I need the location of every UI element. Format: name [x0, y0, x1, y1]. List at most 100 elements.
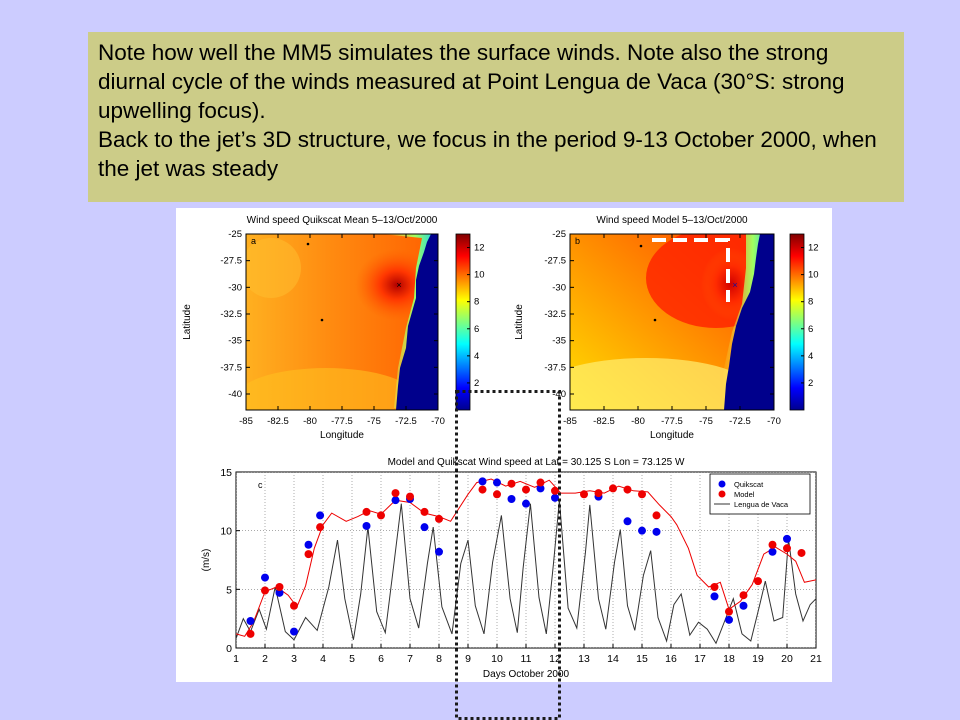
map-b-ytick-label: -30 — [552, 282, 566, 293]
model-point — [275, 582, 284, 591]
model-point — [609, 484, 617, 493]
map-a-title: Wind speed Quikscat Mean 5–13/Oct/2000 — [247, 215, 438, 226]
model-point — [246, 629, 255, 638]
quikscat-point — [710, 592, 719, 601]
map-b-ytick-label: -25 — [552, 229, 566, 240]
map-panel-a: Wind speed Quikscat Mean 5–13/Oct/2000 a… — [182, 215, 485, 441]
model-point — [536, 478, 545, 487]
quikscat-point — [768, 547, 777, 556]
model-point — [551, 486, 559, 495]
model-point — [420, 507, 429, 516]
ts-xtick-label: 1 — [233, 653, 239, 665]
model-point — [623, 485, 632, 494]
map-a-xtick-label: -85 — [239, 416, 253, 427]
model-point — [522, 485, 530, 494]
ts-xtick-label: 8 — [436, 653, 442, 665]
colorbar-b-tick-label: 4 — [808, 351, 813, 362]
model-point — [725, 607, 733, 616]
map-b-ytick-label: -35 — [552, 336, 566, 347]
map-a-ytick-label: -37.5 — [220, 362, 242, 373]
map-a-xtick-label: -75 — [367, 416, 381, 427]
map-b-field — [570, 234, 774, 410]
model-point — [261, 586, 269, 595]
quikscat-point — [362, 521, 371, 530]
quikscat-point — [551, 493, 559, 502]
ts-ytick-label: 0 — [226, 643, 232, 655]
model-point — [507, 479, 516, 488]
map-a-ytick-label: -35 — [228, 336, 242, 347]
ts-xtick-label: 19 — [752, 653, 764, 665]
model-point — [754, 577, 762, 586]
ts-xtick-label: 3 — [291, 653, 297, 665]
model-point — [768, 540, 777, 549]
map-b-xtick-label: -72.5 — [729, 416, 751, 427]
timeseries-panel-c: Model and Quikscat Wind speed at Lat = 3… — [201, 457, 822, 680]
caption-paragraph-1: Note how well the MM5 simulates the surf… — [98, 40, 845, 123]
figure-svg: Wind speed Quikscat Mean 5–13/Oct/2000 a… — [182, 215, 822, 680]
map-b-xtick-label: -77.5 — [661, 416, 683, 427]
quikscat-point — [507, 494, 516, 503]
colorbar-a-tick-label: 6 — [474, 324, 479, 335]
quikscat-point — [275, 588, 284, 597]
ts-legend: Quikscat Model Lengua de Vaca — [709, 473, 811, 515]
figure: Wind speed Quikscat Mean 5–13/Oct/2000 a… — [176, 208, 832, 682]
ts-xtick-label: 9 — [465, 653, 471, 665]
map-a-xtick-label: -82.5 — [267, 416, 289, 427]
ts-xtick-label: 4 — [320, 653, 326, 665]
quikscat-point — [290, 627, 298, 636]
quikscat-point — [420, 523, 429, 532]
model-point — [391, 489, 400, 498]
colorbar-a-tick-label: 8 — [474, 297, 479, 308]
map-a-max-marker: × — [396, 280, 401, 290]
model-point — [580, 490, 588, 499]
map-b-xlabel: Longitude — [650, 430, 694, 441]
ts-panel-label: c — [258, 480, 263, 490]
map-b-xtick-label: -85 — [563, 416, 577, 427]
quikscat-point — [739, 601, 748, 610]
quikscat-point — [522, 499, 530, 508]
colorbar-b-tick-label: 6 — [808, 324, 813, 335]
legend-model-label: Model — [734, 490, 755, 499]
legend-quikscat-marker — [718, 480, 726, 488]
legend-quikscat-label: Quikscat — [734, 480, 764, 489]
quikscat-point — [652, 527, 661, 536]
map-b-ytick-label: -37.5 — [544, 362, 566, 373]
map-a-ytick-label: -40 — [228, 389, 242, 400]
model-point — [739, 591, 748, 600]
map-panel-b: Wind speed Model 5–13/Oct/2000 b × -25 -2… — [514, 215, 819, 441]
caption-paragraph-2: Back to the jet’s 3D structure, we focus… — [98, 127, 877, 181]
map-b-max-marker: × — [732, 280, 737, 290]
ts-ytick-label: 15 — [220, 467, 232, 479]
ts-xtick-label: 20 — [781, 653, 793, 665]
model-point — [316, 523, 325, 532]
ts-xtick-label: 5 — [349, 653, 355, 665]
model-point — [710, 582, 719, 591]
ts-xtick-label: 6 — [378, 653, 384, 665]
quikscat-point — [478, 477, 487, 486]
colorbar-b-tick-label: 12 — [808, 243, 819, 254]
map-a-xtick-label: -80 — [303, 416, 317, 427]
model-point — [290, 601, 298, 610]
map-a-xtick-label: -70 — [431, 416, 445, 427]
quikscat-point — [316, 511, 325, 520]
map-b-marker — [639, 244, 643, 248]
map-a-ytick-label: -25 — [228, 229, 242, 240]
legend-model-marker — [718, 490, 726, 498]
map-b-xtick-label: -75 — [699, 416, 713, 427]
model-point — [362, 507, 371, 516]
model-point — [783, 544, 791, 553]
quikscat-point — [261, 573, 269, 582]
map-b-marker — [653, 318, 657, 322]
map-b-ytick-label: -32.5 — [544, 309, 566, 320]
ts-ylabel: (m/s) — [201, 549, 212, 572]
model-point — [652, 511, 661, 520]
map-b-ylabel: Latitude — [514, 304, 525, 340]
quikscat-point — [435, 547, 443, 556]
map-a-xtick-label: -72.5 — [395, 416, 417, 427]
land-b — [724, 234, 774, 410]
map-a-ytick-label: -30 — [228, 282, 242, 293]
quikscat-point — [638, 526, 646, 535]
ts-xtick-label: 13 — [578, 653, 590, 665]
map-a-marker — [306, 242, 310, 246]
legend-lengua-label: Lengua de Vaca — [734, 500, 789, 509]
